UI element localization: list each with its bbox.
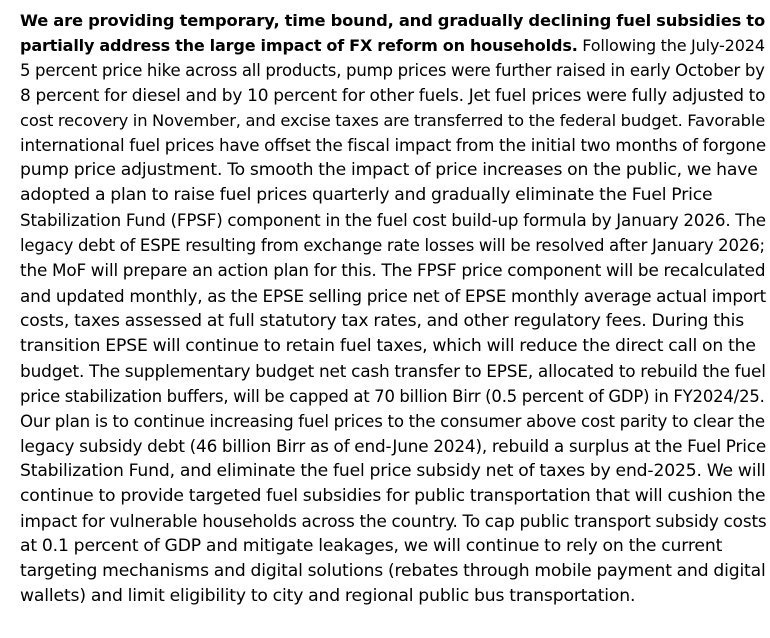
body-text-line: 5 percent price hike across all products…	[20, 61, 765, 81]
body-text-line: transition EPSE will continue to retain …	[20, 335, 756, 356]
body-text-line: adopted a plan to raise fuel prices quar…	[20, 185, 713, 206]
paragraph-line: partially address the large impact of FX…	[20, 33, 766, 58]
body-text-line: costs, taxes assessed at full statutory …	[20, 310, 745, 331]
body-text-line: impact for vulnerable households across …	[20, 510, 767, 531]
body-text-line: Our plan is to continue increasing fuel …	[20, 411, 765, 431]
body-text-line: Stabilization Fund, and eliminate the fu…	[20, 460, 766, 481]
body-text-line: continue to provide targeted fuel subsid…	[20, 485, 766, 506]
body-text-line: budget. The supplementary budget net cas…	[20, 360, 766, 381]
body-text-line: wallets) and limit eligibility to city a…	[20, 586, 636, 607]
body-text-line: targeting mechanisms and digital solutio…	[20, 561, 766, 582]
body-text-line: Stabilization Fund (FPSF) component in t…	[20, 210, 766, 231]
body-text-line: legacy debt of ESPE resulting from excha…	[20, 236, 765, 256]
lead-sentence-line-2: partially address the large impact of FX…	[20, 36, 578, 56]
body-text-line: international fuel prices have offset th…	[20, 135, 767, 156]
body-text-line: cost recovery in November, and excise ta…	[20, 111, 766, 131]
body-text-line: 8 percent for diesel and by 10 percent f…	[20, 85, 766, 106]
body-text-line: price stabilization buffers, will be cap…	[20, 386, 765, 406]
body-text-line: pump price adjustment. To smooth the imp…	[20, 160, 758, 181]
lead-sentence-line-1: We are providing temporary, time bound, …	[20, 11, 765, 30]
body-text-line: Following the July-2024	[577, 36, 765, 56]
body-text-line: at 0.1 percent of GDP and mitigate leaka…	[20, 535, 723, 556]
body-text-line: legacy subsidy debt (46 billion Birr as …	[20, 435, 767, 456]
fuel-subsidy-paragraph: We are providing temporary, time bound, …	[20, 8, 767, 609]
body-text-line: and updated monthly, as the EPSE selling…	[20, 285, 767, 306]
body-text-line: the MoF will prepare an action plan for …	[20, 260, 766, 281]
